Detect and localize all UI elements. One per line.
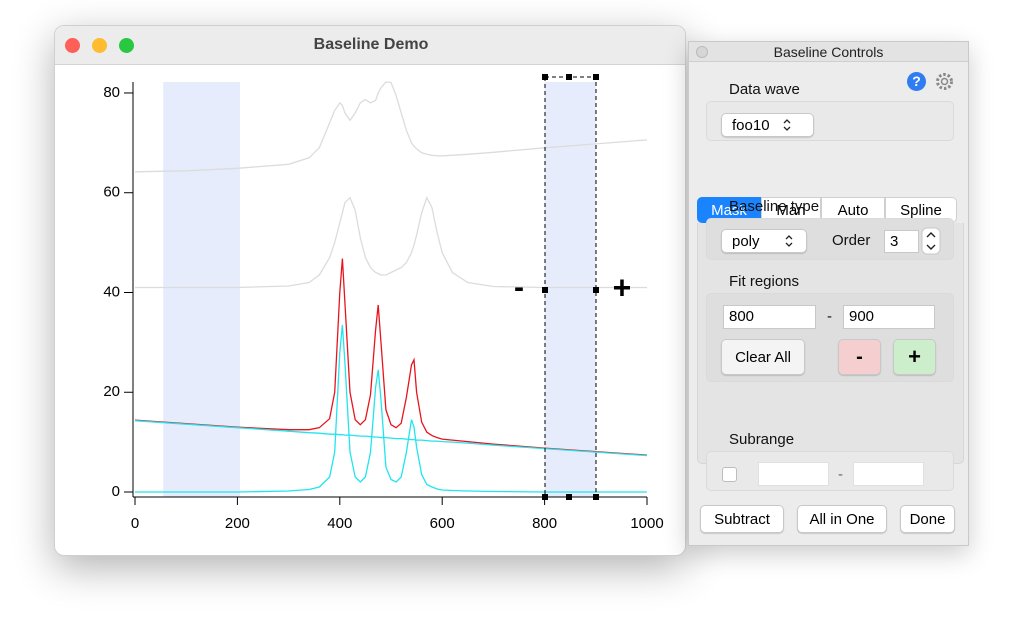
title-bar xyxy=(55,26,685,65)
subrange-label: Subrange xyxy=(729,431,795,448)
add-region-button[interactable]: + xyxy=(893,339,936,375)
controls-title-bar xyxy=(689,42,968,62)
subrange-checkbox[interactable] xyxy=(722,467,737,482)
data-wave-label: Data wave xyxy=(729,81,800,98)
order-stepper[interactable] xyxy=(921,227,941,255)
baseline-type-value: poly xyxy=(732,232,760,250)
done-button[interactable]: Done xyxy=(900,505,955,533)
baseline-type-popup[interactable]: poly xyxy=(721,229,807,253)
baseline-type-label: Baseline type xyxy=(729,198,820,215)
data-wave-popup[interactable]: foo10 xyxy=(721,113,814,137)
clear-all-button[interactable]: Clear All xyxy=(721,339,805,375)
data-wave-value: foo10 xyxy=(732,116,770,134)
fit-regions-label: Fit regions xyxy=(729,273,800,290)
main-window: Baseline Demo xyxy=(54,25,686,556)
fit-to-input[interactable]: 900 xyxy=(843,305,935,329)
subrange-to-input[interactable] xyxy=(853,462,924,486)
popup-arrows xyxy=(785,235,792,247)
fit-from-input[interactable]: 800 xyxy=(723,305,816,329)
controls-window: Baseline Controls ? Data wave foo10 Mask… xyxy=(688,41,969,546)
all-in-one-button[interactable]: All in One xyxy=(797,505,887,533)
minimize-button[interactable] xyxy=(92,38,107,53)
order-label: Order xyxy=(832,232,871,249)
settings-icon[interactable] xyxy=(934,71,955,92)
close-button[interactable] xyxy=(696,46,708,58)
zoom-button[interactable] xyxy=(119,38,134,53)
fit-separator: - xyxy=(827,308,832,325)
order-input[interactable]: 3 xyxy=(884,230,919,253)
subrange-separator: - xyxy=(838,466,843,483)
help-button[interactable]: ? xyxy=(907,72,926,91)
window-title: Baseline Demo xyxy=(313,36,429,53)
remove-region-button[interactable]: - xyxy=(838,339,881,375)
subtract-button[interactable]: Subtract xyxy=(700,505,784,533)
subrange-from-input[interactable] xyxy=(758,462,829,486)
controls-title: Baseline Controls xyxy=(773,44,884,60)
popup-arrows xyxy=(783,119,791,131)
close-button[interactable] xyxy=(65,38,80,53)
